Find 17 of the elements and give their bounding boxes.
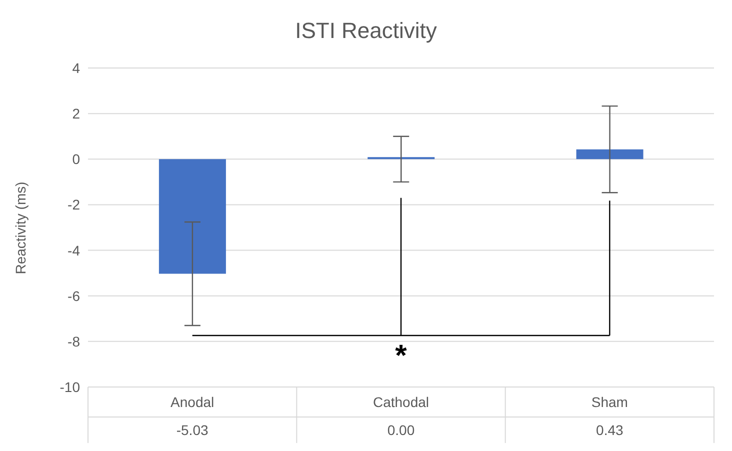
y-tick-label: -4 [68, 242, 80, 258]
y-tick-label: 4 [72, 60, 80, 76]
y-axis-title: Reactivity (ms) [12, 181, 28, 274]
data-label: 0.00 [387, 422, 415, 438]
chart-title: ISTI Reactivity [294, 18, 438, 44]
x-tick-label: Cathodal [372, 394, 430, 410]
y-tick-label: -2 [68, 196, 80, 213]
x-tick-label: Sham [591, 394, 628, 410]
data-label: 0.43 [596, 422, 624, 438]
y-tick-label: 2 [72, 106, 80, 122]
y-tick-label: 0 [72, 151, 80, 168]
y-tick-label: -6 [68, 288, 80, 304]
y-tick-label: -10 [60, 378, 80, 395]
x-tick-label: Anodal [170, 394, 214, 410]
annotation: * [395, 339, 408, 372]
y-tick-label: -8 [68, 333, 80, 350]
data-label: -5.03 [176, 422, 208, 438]
